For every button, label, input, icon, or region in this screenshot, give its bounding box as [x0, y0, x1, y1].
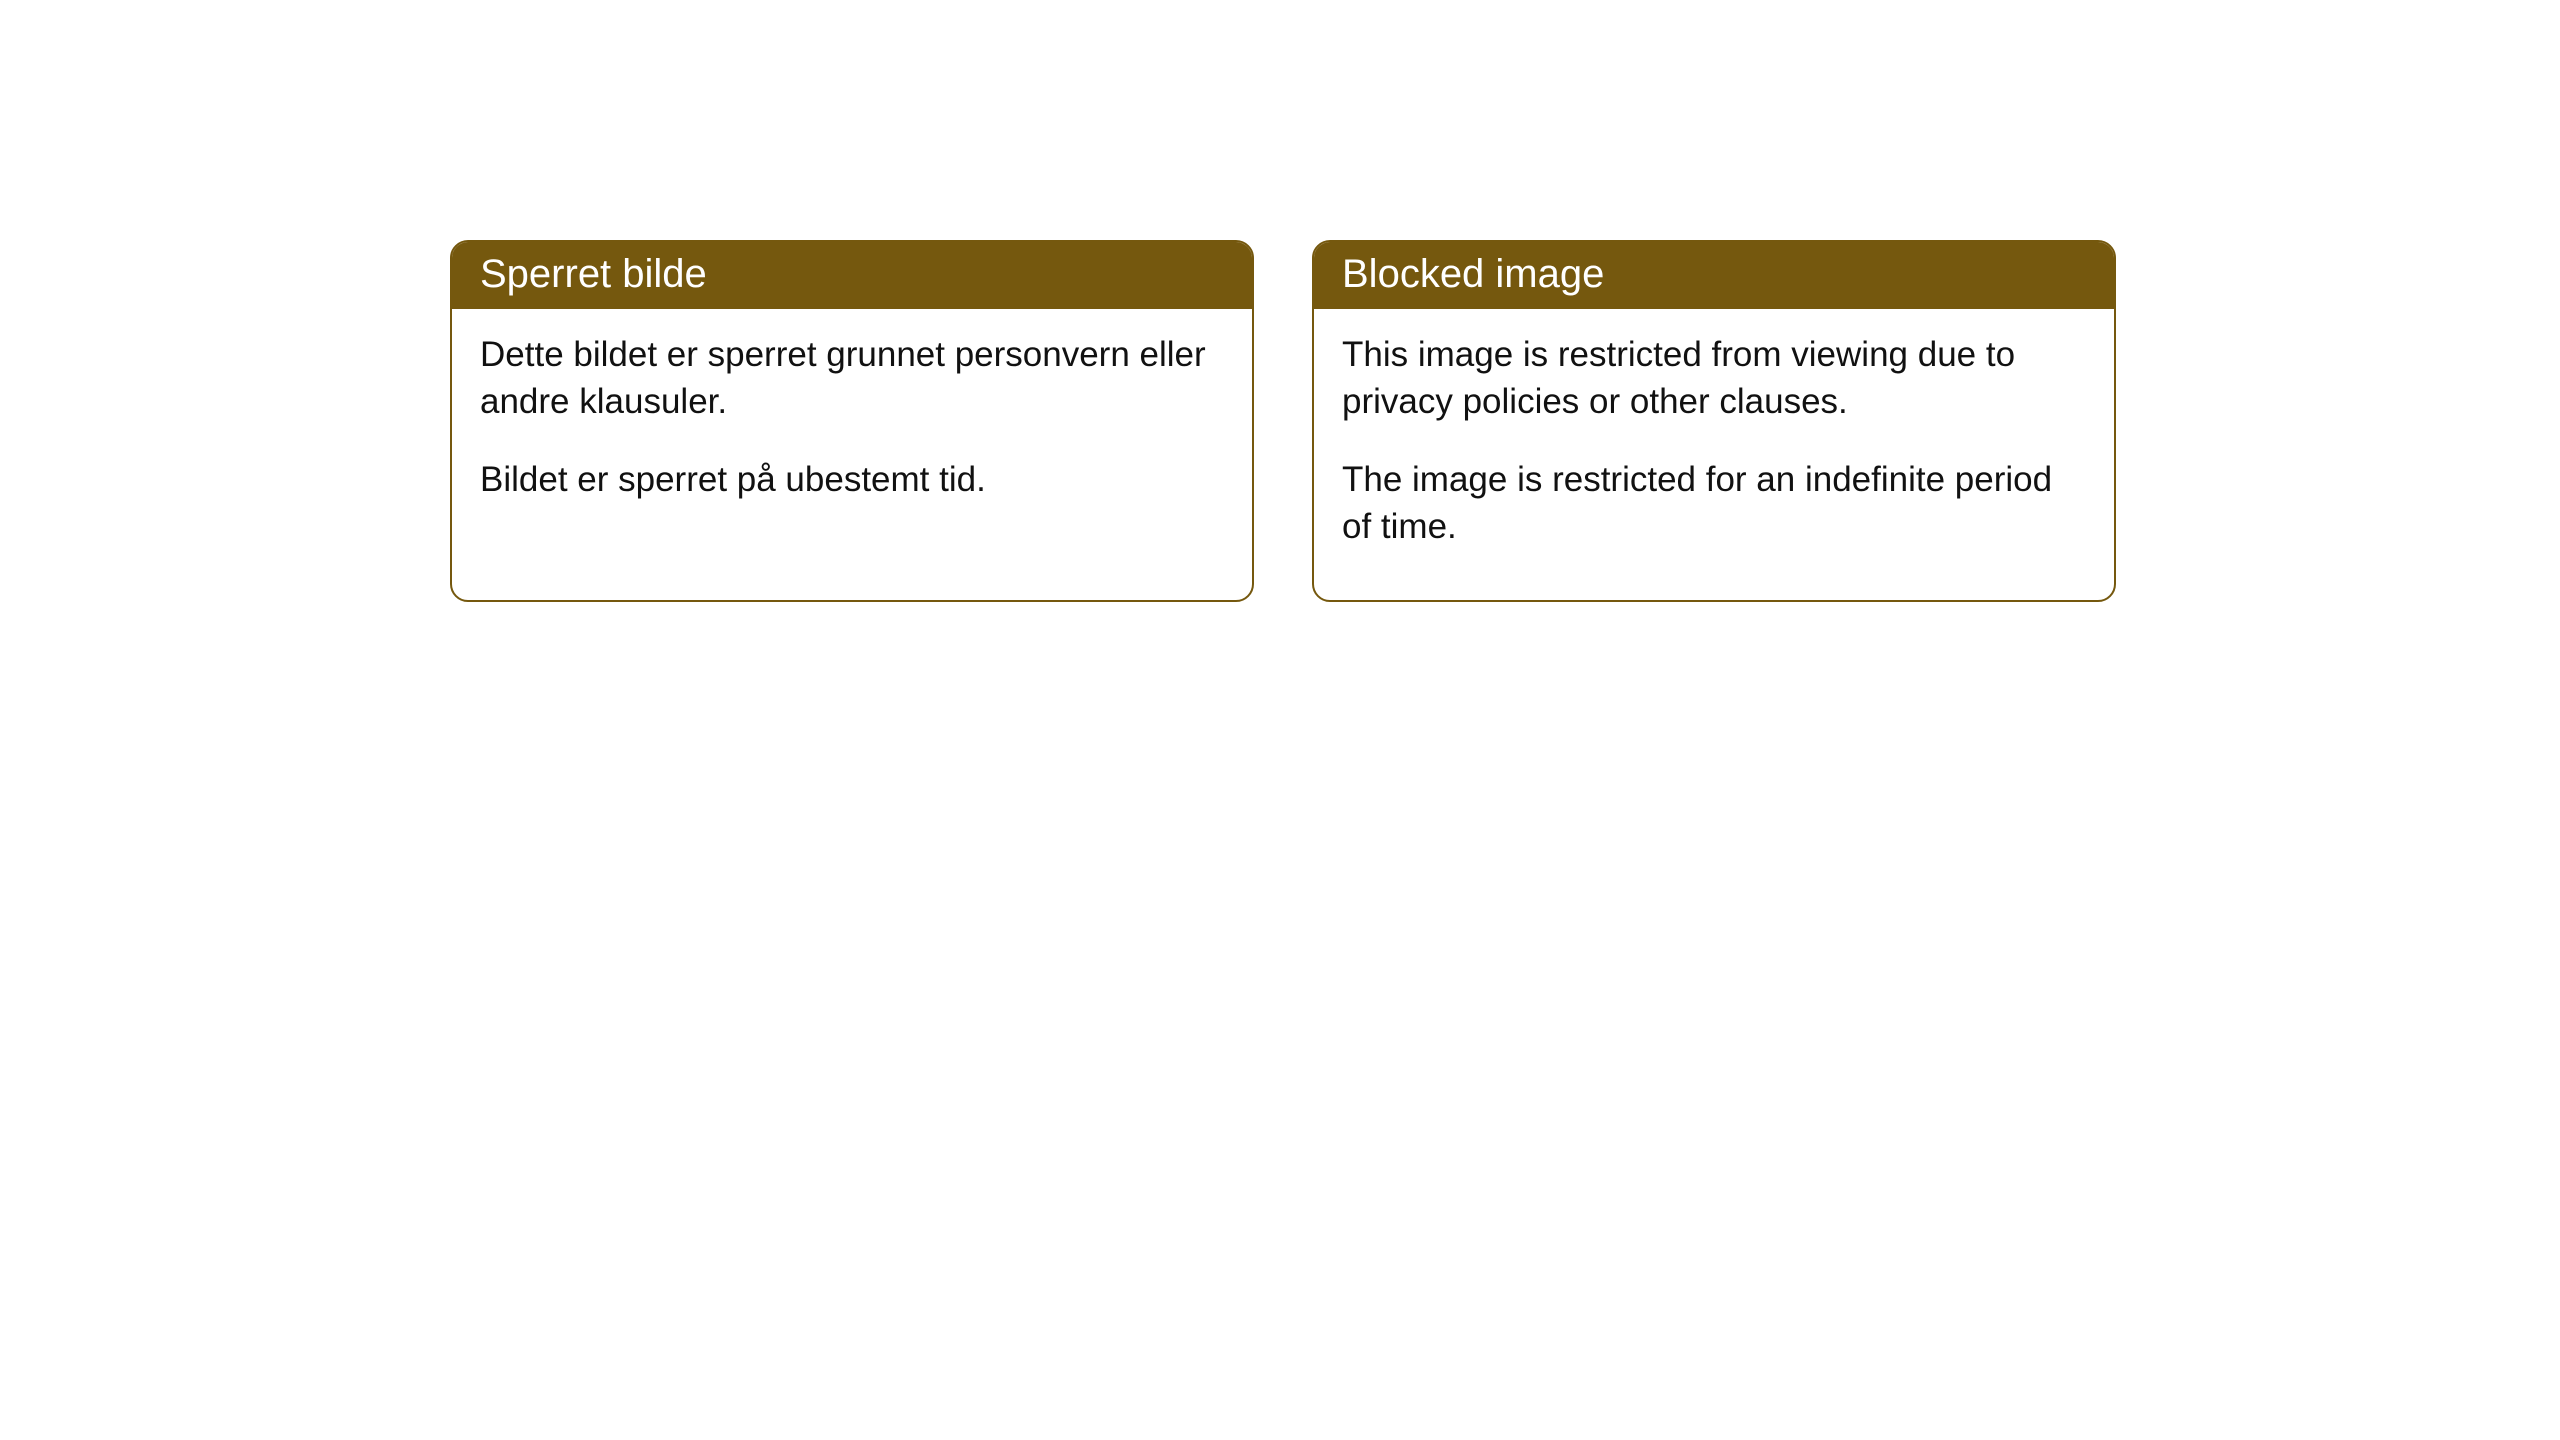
card-body: Dette bildet er sperret grunnet personve…: [452, 309, 1252, 553]
card-body-paragraph: This image is restricted from viewing du…: [1342, 331, 2086, 426]
notice-cards-container: Sperret bilde Dette bildet er sperret gr…: [450, 240, 2116, 602]
card-header: Blocked image: [1314, 242, 2114, 309]
card-body-paragraph: Dette bildet er sperret grunnet personve…: [480, 331, 1224, 426]
card-header: Sperret bilde: [452, 242, 1252, 309]
card-body: This image is restricted from viewing du…: [1314, 309, 2114, 600]
card-header-title: Sperret bilde: [480, 252, 707, 296]
card-header-title: Blocked image: [1342, 252, 1604, 296]
card-body-paragraph: Bildet er sperret på ubestemt tid.: [480, 456, 1224, 503]
notice-card-norwegian: Sperret bilde Dette bildet er sperret gr…: [450, 240, 1254, 602]
card-body-paragraph: The image is restricted for an indefinit…: [1342, 456, 2086, 551]
notice-card-english: Blocked image This image is restricted f…: [1312, 240, 2116, 602]
